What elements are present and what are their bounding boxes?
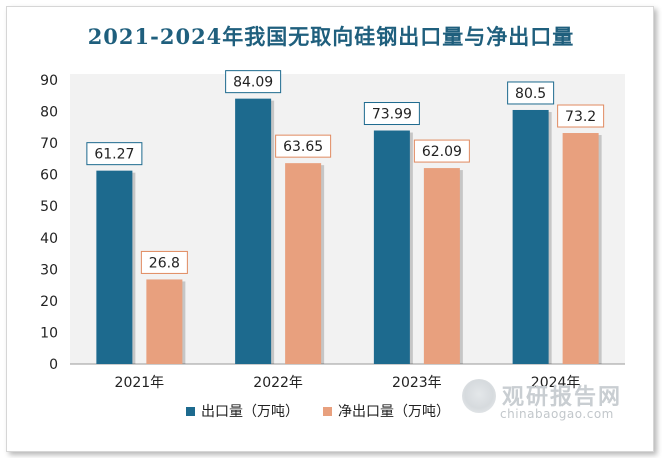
legend-item-export: 出口量（万吨） [186,401,299,421]
legend-label-net-export: 净出口量（万吨） [338,404,450,420]
watermark-url: chinabaogao.com [500,407,614,421]
data-label-box [557,104,605,128]
bar-export [235,98,272,365]
data-label: 73.2 [565,109,596,125]
bar-net-export [423,168,460,364]
data-label-box [225,70,282,94]
watermark: 观研报告网 chinabaogao.com [462,377,642,427]
bar-net-export [285,163,322,364]
legend-label-export: 出口量（万吨） [201,404,299,420]
y-tick-label: 60 [40,168,58,184]
chart-legend: 出口量（万吨） 净出口量（万吨） [186,401,474,421]
data-label-box [275,134,332,158]
data-label-box [363,102,420,126]
watermark-name: 观研报告网 [502,385,623,410]
bar-export [96,170,133,364]
y-tick-label: 70 [40,136,58,152]
data-label-box [86,142,143,166]
y-tick-label: 10 [40,325,58,341]
data-label: 61.27 [94,147,134,163]
y-tick-label: 20 [40,294,58,310]
data-label: 73.99 [372,107,412,123]
x-tick-label: 2024年 [531,375,581,391]
bar-export [512,109,549,364]
bar-net-export [562,133,599,364]
y-tick-label: 80 [40,105,58,121]
legend-item-net-export: 净出口量（万吨） [323,401,450,421]
data-label: 84.09 [233,75,273,91]
x-tick-label: 2023年 [392,375,442,391]
y-tick-label: 40 [40,231,58,247]
data-label-box [413,139,470,163]
data-label: 63.65 [283,139,323,155]
chart-title: 2021-2024年我国无取向硅钢出口量与净出口量 [87,24,575,49]
legend-swatch-export [186,406,195,416]
y-tick-label: 0 [49,357,58,373]
data-label: 80.5 [515,86,546,102]
data-label: 26.8 [149,255,180,271]
x-tick-label: 2021年 [115,375,165,391]
watermark-logo-icon [462,379,496,413]
y-tick-label: 50 [40,199,58,215]
bar-net-export [146,279,183,364]
y-tick-label: 90 [40,73,58,89]
bar-export [373,130,410,364]
data-label-box [507,81,555,105]
x-tick-label: 2022年 [253,375,303,391]
y-tick-label: 30 [40,262,58,278]
data-label: 62.09 [422,144,462,160]
data-label-box [140,250,188,274]
legend-swatch-net-export [323,406,332,416]
